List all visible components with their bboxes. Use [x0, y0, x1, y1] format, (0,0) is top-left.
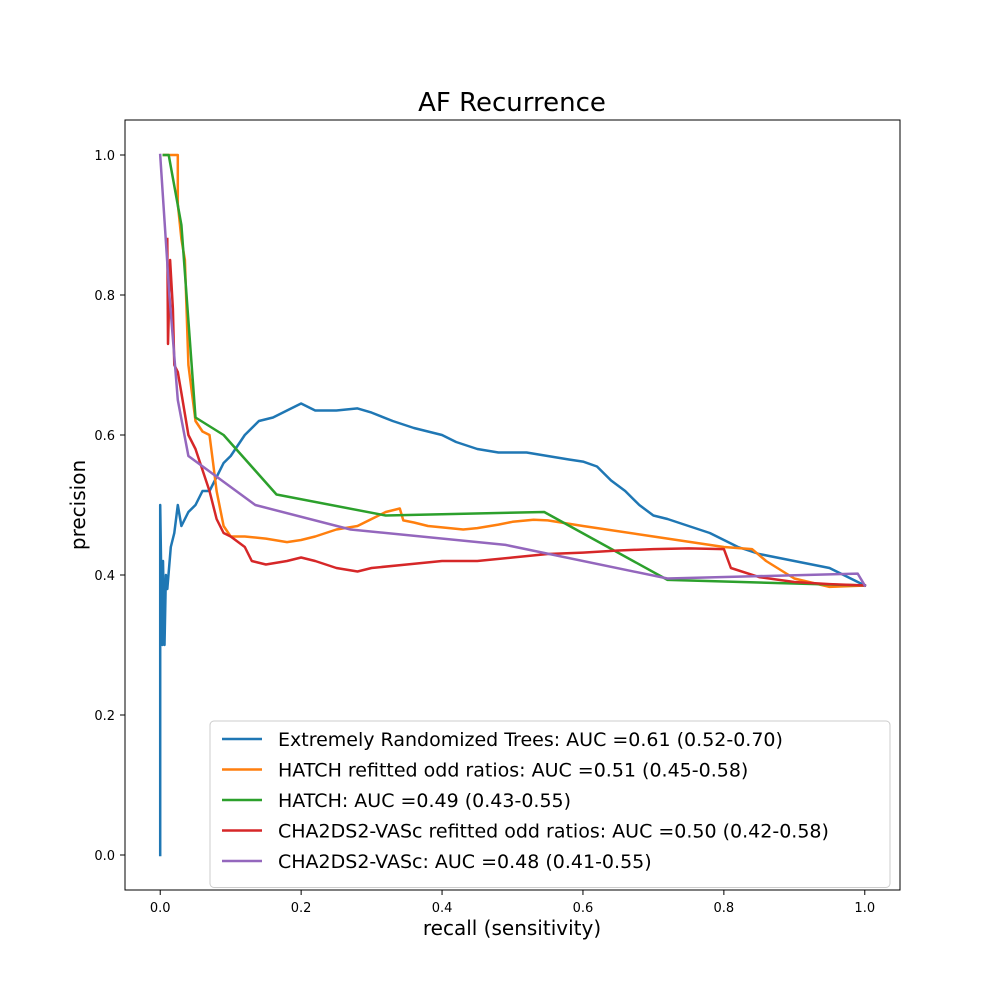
- x-axis-label: recall (sensitivity): [423, 916, 601, 940]
- x-tick-label: 0.4: [432, 901, 453, 916]
- y-tick-label: 0.4: [94, 569, 115, 584]
- axes-frame: [124, 119, 901, 891]
- y-tick-label: 0.8: [94, 289, 115, 304]
- x-tick-label: 0.6: [573, 901, 594, 916]
- legend-label-2: HATCH refitted odd ratios: AUC =0.51 (0.…: [278, 760, 748, 782]
- legend-label-1: Extremely Randomized Trees: AUC =0.61 (0…: [278, 729, 783, 751]
- x-tick-label: 0.8: [714, 901, 735, 916]
- legend-label-3: HATCH: AUC =0.49 (0.43-0.55): [278, 790, 571, 812]
- y-tick-label: 0.0: [94, 849, 115, 864]
- x-tick-label: 0.2: [291, 901, 312, 916]
- series-line-1: [158, 402, 867, 857]
- series-line-4: [166, 237, 867, 587]
- x-tick-label: 0.0: [150, 901, 171, 916]
- y-axis-label: precision: [66, 460, 90, 550]
- series-line-5: [158, 153, 867, 588]
- plot-area: [158, 153, 867, 857]
- axes: 0.0 0.2 0.4 0.6 0.8 1.0 0.0 0.2 0.4 0.6 0.8 1.0: [94, 119, 901, 916]
- legend-box: [209, 720, 891, 888]
- x-tick-label: 1.0: [854, 901, 875, 916]
- y-tick-label: 0.6: [94, 429, 115, 444]
- series-line-2: [162, 153, 867, 589]
- y-tick-label: 0.2: [94, 709, 115, 724]
- chart-title: AF Recurrence: [418, 88, 606, 118]
- legend-label-4: CHA2DS2-VASc refitted odd ratios: AUC =0…: [278, 821, 829, 843]
- series-line-3: [162, 153, 867, 587]
- legend-label-5: CHA2DS2-VASc: AUC =0.48 (0.41-0.55): [278, 851, 652, 873]
- y-tick-label: 1.0: [94, 149, 115, 164]
- legend: Extremely Randomized Trees: AUC =0.61 (0…: [209, 720, 891, 888]
